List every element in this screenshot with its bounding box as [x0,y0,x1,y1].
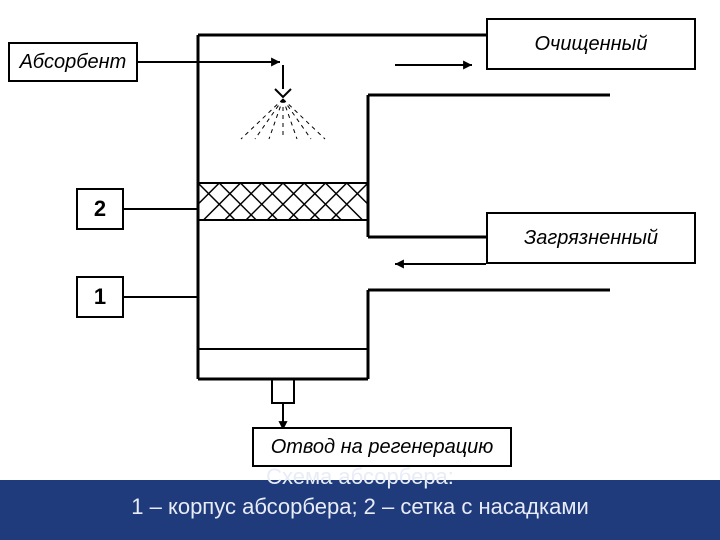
label-absorbent: Абсорбент [8,42,138,82]
label-absorbent-text: Абсорбент [20,51,127,74]
caption-area: Схема абсорбера: 1 – корпус абсорбера; 2… [0,458,720,540]
label-num1: 1 [76,276,124,318]
label-num2-text: 2 [94,196,106,222]
label-contaminated-text: Загрязненный [524,227,658,250]
slide: Абсорбент Очищенный Загрязненный Отвод н… [0,0,720,540]
label-drain-text: Отвод на регенерацию [271,436,494,459]
label-purified: Очищенный [486,18,696,70]
label-num2: 2 [76,188,124,230]
caption-line-2: 1 – корпус абсорбера; 2 – сетка с насадк… [0,492,720,522]
label-num1-text: 1 [94,284,106,310]
label-purified-text: Очищенный [534,33,647,56]
caption-line-1: Схема абсорбера: [0,462,720,492]
label-contaminated: Загрязненный [486,212,696,264]
diagram-area: Абсорбент Очищенный Загрязненный Отвод н… [0,0,720,480]
